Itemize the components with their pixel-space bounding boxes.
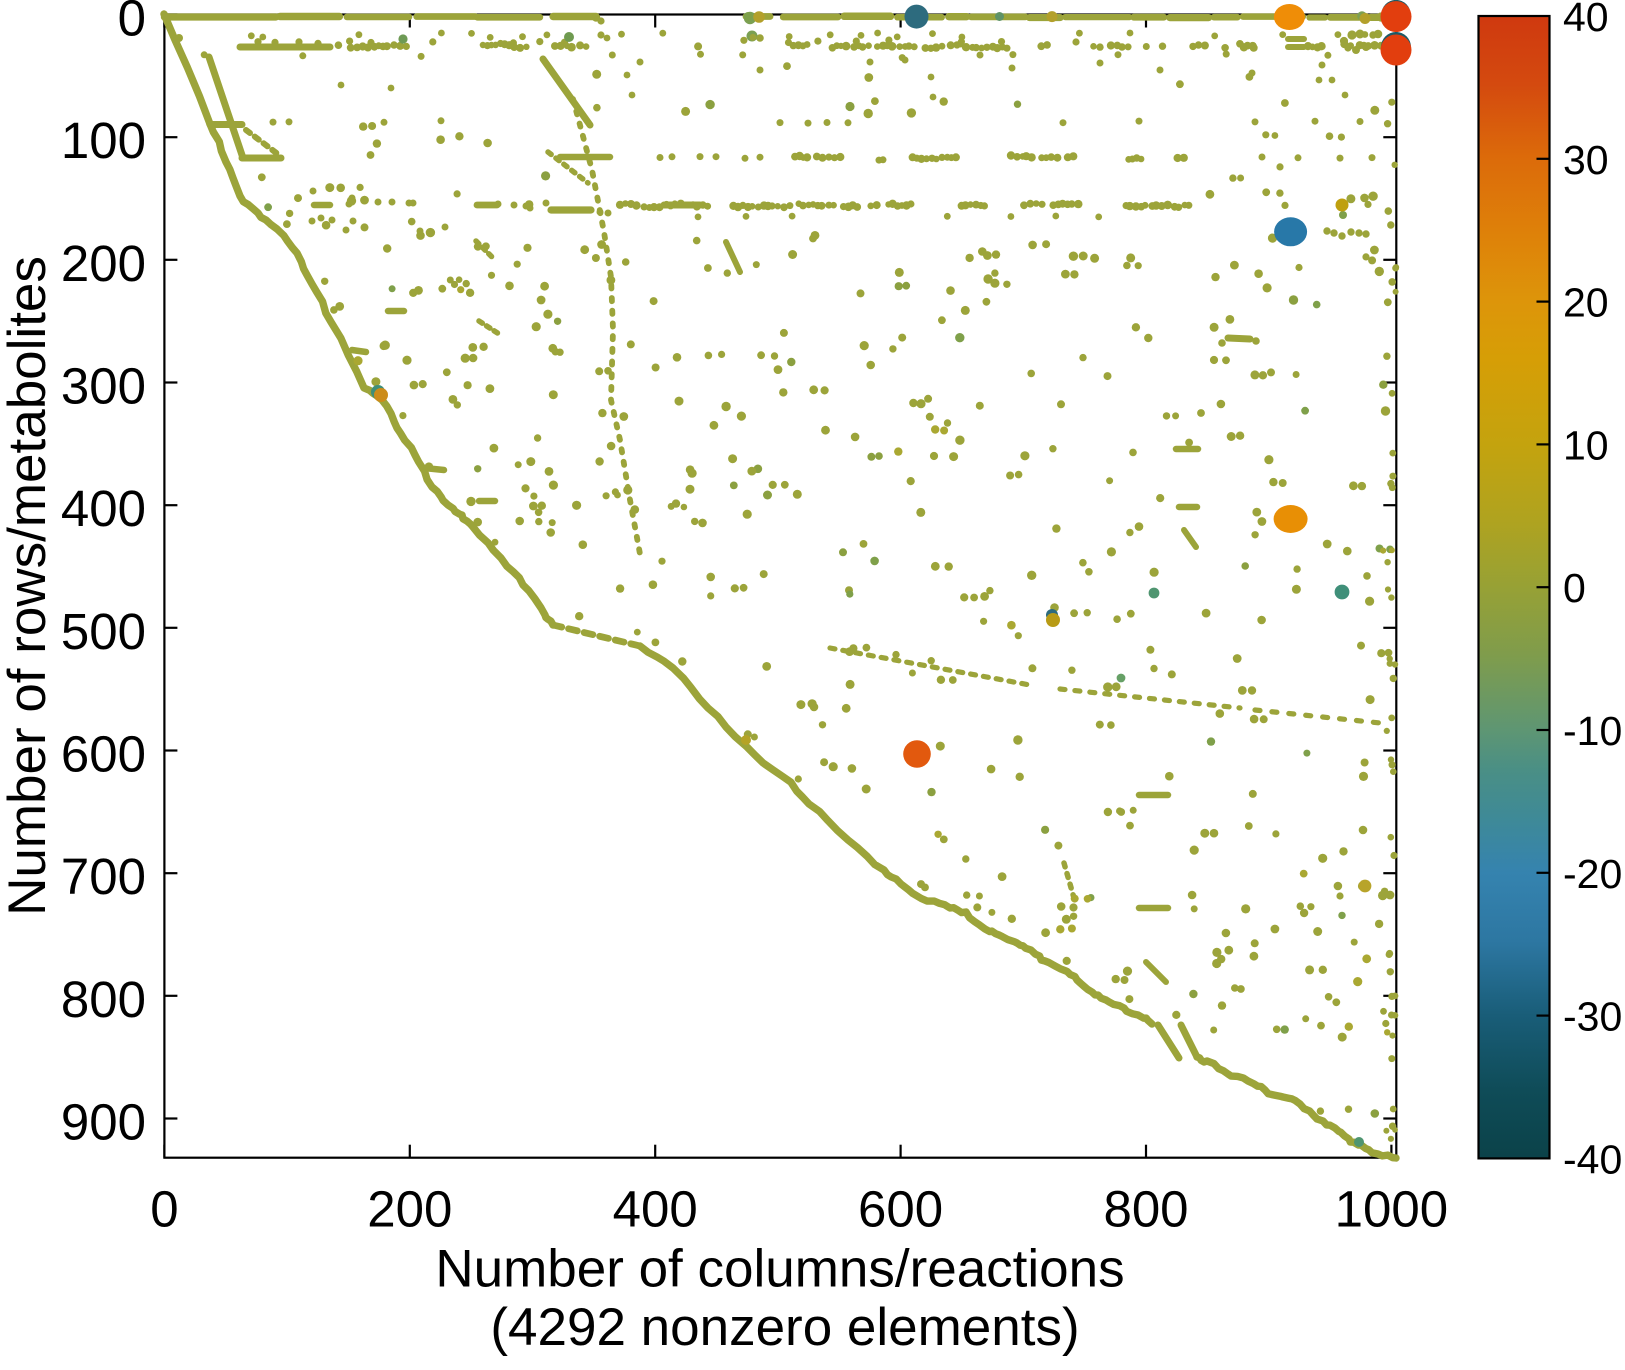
svg-text:0: 0 [150,1181,178,1238]
svg-text:-40: -40 [1563,1136,1622,1182]
svg-text:200: 200 [61,235,146,292]
svg-text:10: 10 [1563,422,1609,468]
svg-text:400: 400 [613,1181,698,1238]
svg-text:0: 0 [1563,565,1586,611]
svg-text:500: 500 [61,603,146,660]
svg-text:30: 30 [1563,137,1609,183]
svg-text:900: 900 [61,1094,146,1151]
svg-text:20: 20 [1563,280,1609,326]
svg-text:-20: -20 [1563,851,1622,897]
svg-text:(4292 nonzero elements): (4292 nonzero elements) [490,1298,1079,1357]
svg-text:200: 200 [367,1181,452,1238]
svg-text:800: 800 [1103,1181,1188,1238]
svg-text:Number of rows/metabolites: Number of rows/metabolites [0,256,57,916]
svg-text:600: 600 [61,726,146,783]
svg-text:40: 40 [1563,0,1609,40]
svg-text:-10: -10 [1563,708,1622,754]
svg-text:300: 300 [61,358,146,415]
svg-text:1000: 1000 [1335,1181,1448,1238]
svg-text:400: 400 [61,480,146,537]
svg-text:100: 100 [61,112,146,169]
svg-text:800: 800 [61,971,146,1028]
svg-text:700: 700 [61,848,146,905]
svg-text:600: 600 [858,1181,943,1238]
svg-text:-30: -30 [1563,994,1622,1040]
svg-text:0: 0 [118,0,146,47]
svg-text:Number of columns/reactions: Number of columns/reactions [435,1240,1124,1299]
